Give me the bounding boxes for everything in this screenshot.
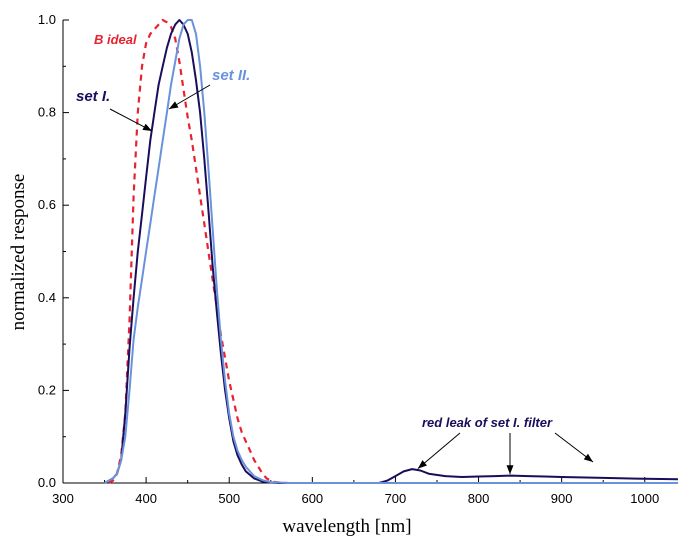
annotation-red-leak: red leak of set I. filter xyxy=(422,415,553,430)
y-tick-label: 0.4 xyxy=(38,290,56,305)
axes: 300 400 500 600 700 800 900 1000 0.0 0.2 0.4 0.6 0.8… xyxy=(38,12,678,506)
series-line-set-1 xyxy=(104,19,678,484)
arrow-leak-mid-head xyxy=(506,465,514,475)
x-tick-label: 700 xyxy=(385,491,407,506)
series-line-b-ideal xyxy=(108,18,288,485)
x-tick-label: 600 xyxy=(301,491,323,506)
x-tick-label: 400 xyxy=(135,491,157,506)
x-tick-label: 300 xyxy=(52,491,74,506)
x-tick-label: 900 xyxy=(551,491,573,506)
x-axis-title: wavelength [nm] xyxy=(282,516,411,537)
arrow-leak-left xyxy=(417,432,461,470)
y-tick-label: 1.0 xyxy=(38,12,56,27)
x-tick-label: 500 xyxy=(218,491,240,506)
x-tick-label: 800 xyxy=(468,491,490,506)
arrow-set-2-head xyxy=(169,101,179,109)
annotation-set-1: set I. xyxy=(76,88,110,105)
arrow-leak-left-head xyxy=(417,460,428,469)
annotation-b-ideal: B ideal xyxy=(94,32,137,47)
y-axis-title: normalized response xyxy=(8,174,29,331)
arrow-leak-right-head xyxy=(583,453,593,462)
annotation-arrows xyxy=(109,84,594,475)
annotation-set-2: set II. xyxy=(212,67,250,84)
x-tick-label: 1000 xyxy=(630,491,659,506)
y-tick-label: 0.2 xyxy=(38,382,56,397)
series-group xyxy=(104,18,678,485)
y-tick-label: 0.8 xyxy=(38,105,56,120)
y-tick-label: 0.6 xyxy=(38,197,56,212)
y-tick-label: 0.0 xyxy=(38,475,56,490)
series-line-set-2 xyxy=(104,19,678,484)
arrow-set-1-head xyxy=(142,123,152,131)
